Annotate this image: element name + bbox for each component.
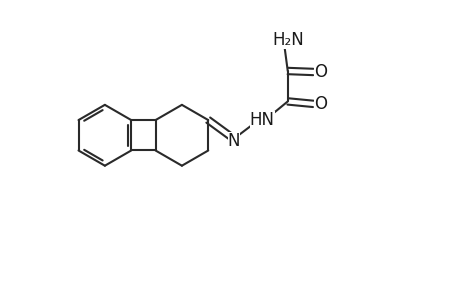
Text: HN: HN [249, 111, 274, 129]
Text: O: O [313, 95, 326, 113]
Text: H₂N: H₂N [271, 31, 303, 49]
Text: O: O [313, 63, 326, 81]
Text: N: N [227, 132, 240, 150]
